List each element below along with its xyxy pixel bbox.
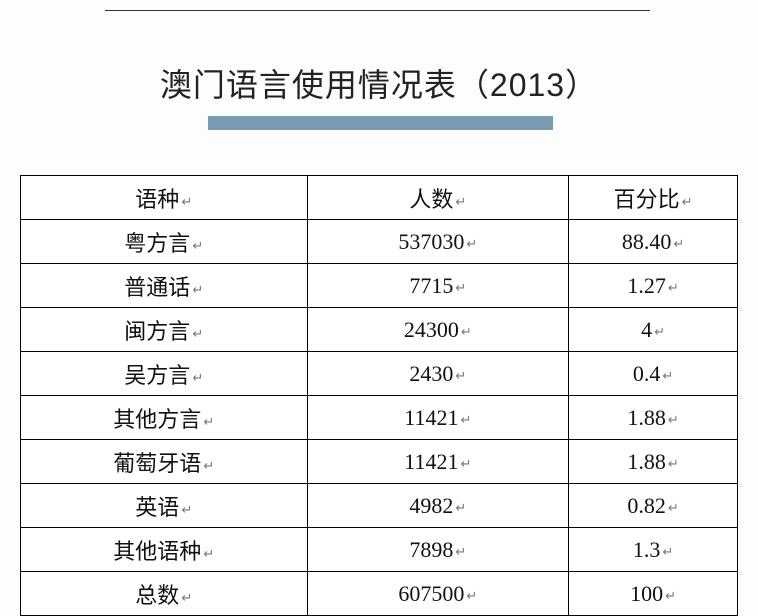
cell-count: 11421↵ — [307, 440, 569, 484]
cell-language: 英语↵ — [21, 484, 308, 528]
cell-percent: 1.88↵ — [569, 396, 738, 440]
cell-language: 粤方言↵ — [21, 220, 308, 264]
enter-mark-icon: ↵ — [203, 546, 214, 561]
col-header-language: 语种↵ — [21, 176, 308, 220]
cell-count: 7715↵ — [307, 264, 569, 308]
cell-count: 11421↵ — [307, 396, 569, 440]
enter-mark-icon: ↵ — [181, 194, 192, 209]
enter-mark-icon: ↵ — [668, 456, 679, 471]
cell-percent: 1.3↵ — [569, 528, 738, 572]
language-usage-table: 语种↵ 人数↵ 百分比↵ 粤方言↵ 537030↵ 88.40↵ 普通话↵ 77… — [20, 175, 738, 616]
cell-language: 总数↵ — [21, 572, 308, 616]
enter-mark-icon: ↵ — [461, 324, 472, 339]
cell-count: 2430↵ — [307, 352, 569, 396]
cell-percent: 4↵ — [569, 308, 738, 352]
table-row: 普通话↵ 7715↵ 1.27↵ — [21, 264, 738, 308]
table-row: 吴方言↵ 2430↵ 0.4↵ — [21, 352, 738, 396]
enter-mark-icon: ↵ — [203, 458, 214, 473]
title-underline-bar — [208, 116, 553, 130]
enter-mark-icon: ↵ — [181, 590, 192, 605]
enter-mark-icon: ↵ — [455, 368, 466, 383]
cell-percent: 0.82↵ — [569, 484, 738, 528]
enter-mark-icon: ↵ — [668, 500, 679, 515]
top-horizontal-rule — [105, 10, 650, 11]
enter-mark-icon: ↵ — [466, 236, 477, 251]
table-row-total: 总数↵ 607500↵ 100↵ — [21, 572, 738, 616]
enter-mark-icon: ↵ — [654, 324, 665, 339]
cell-percent: 88.40↵ — [569, 220, 738, 264]
cell-percent: 100↵ — [569, 572, 738, 616]
enter-mark-icon: ↵ — [181, 502, 192, 517]
cell-count: 4982↵ — [307, 484, 569, 528]
enter-mark-icon: ↵ — [455, 500, 466, 515]
cell-language: 吴方言↵ — [21, 352, 308, 396]
table-row: 粤方言↵ 537030↵ 88.40↵ — [21, 220, 738, 264]
enter-mark-icon: ↵ — [682, 194, 693, 209]
enter-mark-icon: ↵ — [455, 544, 466, 559]
table-row: 其他语种↵ 7898↵ 1.3↵ — [21, 528, 738, 572]
enter-mark-icon: ↵ — [192, 282, 203, 297]
enter-mark-icon: ↵ — [460, 456, 471, 471]
cell-language: 葡萄牙语↵ — [21, 440, 308, 484]
col-header-percent: 百分比↵ — [569, 176, 738, 220]
col-header-count: 人数↵ — [307, 176, 569, 220]
enter-mark-icon: ↵ — [455, 194, 466, 209]
cell-language: 普通话↵ — [21, 264, 308, 308]
enter-mark-icon: ↵ — [668, 280, 679, 295]
cell-percent: 0.4↵ — [569, 352, 738, 396]
enter-mark-icon: ↵ — [192, 326, 203, 341]
enter-mark-icon: ↵ — [192, 238, 203, 253]
enter-mark-icon: ↵ — [203, 414, 214, 429]
enter-mark-icon: ↵ — [466, 588, 477, 603]
enter-mark-icon: ↵ — [662, 544, 673, 559]
table-row: 其他方言↵ 11421↵ 1.88↵ — [21, 396, 738, 440]
cell-language: 其他语种↵ — [21, 528, 308, 572]
cell-count: 24300↵ — [307, 308, 569, 352]
cell-percent: 1.27↵ — [569, 264, 738, 308]
enter-mark-icon: ↵ — [668, 412, 679, 427]
title-container: 澳门语言使用情况表（2013） — [0, 60, 758, 106]
cell-percent: 1.88↵ — [569, 440, 738, 484]
table-row: 闽方言↵ 24300↵ 4↵ — [21, 308, 738, 352]
enter-mark-icon: ↵ — [192, 370, 203, 385]
page-title: 澳门语言使用情况表（2013） — [0, 60, 758, 106]
enter-mark-icon: ↵ — [665, 588, 676, 603]
enter-mark-icon: ↵ — [662, 368, 673, 383]
table-header-row: 语种↵ 人数↵ 百分比↵ — [21, 176, 738, 220]
table-body: 粤方言↵ 537030↵ 88.40↵ 普通话↵ 7715↵ 1.27↵ 闽方言… — [21, 220, 738, 616]
cell-count: 7898↵ — [307, 528, 569, 572]
enter-mark-icon: ↵ — [673, 236, 684, 251]
table-row: 葡萄牙语↵ 11421↵ 1.88↵ — [21, 440, 738, 484]
cell-language: 闽方言↵ — [21, 308, 308, 352]
table-row: 英语↵ 4982↵ 0.82↵ — [21, 484, 738, 528]
cell-count: 537030↵ — [307, 220, 569, 264]
enter-mark-icon: ↵ — [460, 412, 471, 427]
enter-mark-icon: ↵ — [455, 280, 466, 295]
cell-count: 607500↵ — [307, 572, 569, 616]
cell-language: 其他方言↵ — [21, 396, 308, 440]
